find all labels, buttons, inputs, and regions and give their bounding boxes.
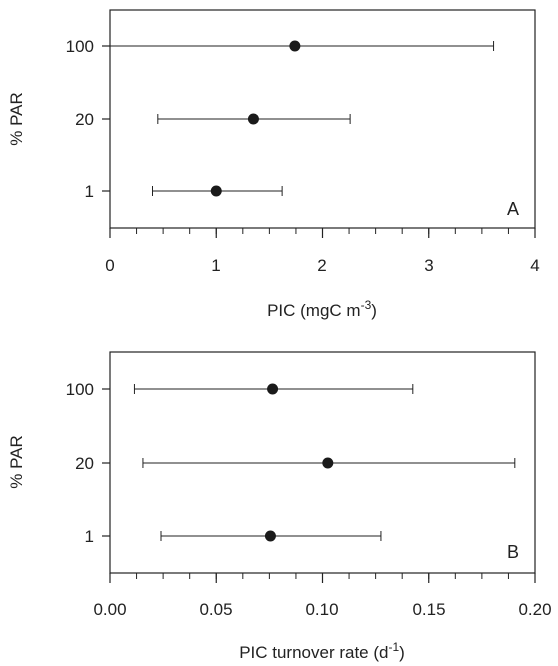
x-tick-label: 0 (105, 256, 114, 275)
x-tick-label: 0.10 (305, 600, 338, 619)
data-point (210, 185, 222, 197)
panel-b: 0.00 0.05 0.10 0.15 0.20 100 20 1 PIC tu… (7, 351, 552, 662)
x-axis-label: PIC (mgC m-3) (267, 298, 377, 320)
x-axis-label-superscript: -3 (361, 298, 372, 312)
data-point (267, 383, 279, 395)
x-tick-label: 3 (424, 256, 433, 275)
x-axis-label-main: PIC turnover rate (d (239, 643, 388, 662)
x-axis-label-main: PIC (mgC m (267, 301, 361, 320)
panel-a: 0 1 2 3 4 100 20 1 PIC (mgC m-3) % PAR A (7, 9, 540, 320)
x-tick-label: 2 (317, 256, 326, 275)
x-minor-ticks (109, 228, 536, 234)
x-tick-label: 0.05 (199, 600, 232, 619)
y-tick-label: 1 (85, 527, 94, 546)
y-tick-label: 20 (75, 110, 94, 129)
data-series (109, 40, 495, 197)
y-tick-label: 100 (66, 380, 94, 399)
x-axis-label-end: ) (371, 301, 377, 320)
data-point (289, 40, 301, 52)
x-axis-label-end: ) (399, 643, 405, 662)
x-axis-label-superscript: -1 (388, 640, 399, 654)
y-axis-label: % PAR (7, 92, 26, 146)
data-point (247, 113, 259, 125)
panel-tag: A (507, 199, 519, 219)
data-series (133, 383, 516, 542)
y-axis-label: % PAR (7, 435, 26, 489)
data-point (264, 530, 276, 542)
x-tick-label: 4 (530, 256, 539, 275)
x-tick-label: 0.00 (93, 600, 126, 619)
data-point (322, 457, 334, 469)
y-tick-label: 20 (75, 454, 94, 473)
y-ticks (102, 45, 110, 192)
x-minor-ticks (109, 573, 536, 579)
y-ticks (102, 388, 110, 537)
panel-tag: B (507, 542, 519, 562)
y-tick-label: 100 (66, 37, 94, 56)
x-tick-label: 0.15 (412, 600, 445, 619)
y-tick-label: 1 (85, 182, 94, 201)
x-tick-label: 0.20 (518, 600, 551, 619)
x-tick-label: 1 (211, 256, 220, 275)
x-axis-label: PIC turnover rate (d-1) (239, 640, 405, 662)
